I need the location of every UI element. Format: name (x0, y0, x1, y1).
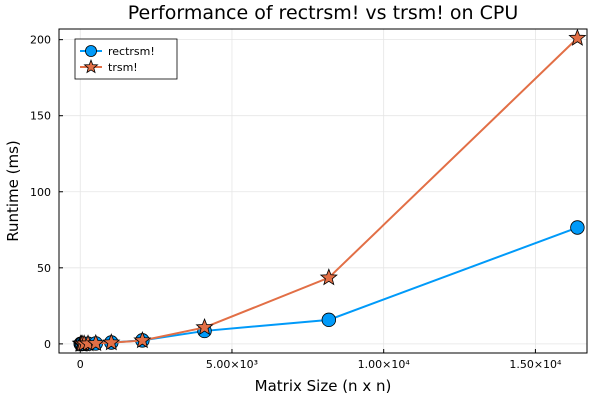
legend-swatch-marker (83, 59, 99, 74)
y-tick-label: 150 (30, 110, 51, 123)
data-point (568, 28, 587, 46)
tick-layer: 0 5.00×10³ 1.00×10⁴ 1.50×10⁴ 0 50 100 150 200 (30, 34, 562, 371)
plot-frame (58, 28, 588, 354)
y-tick-label: 50 (37, 262, 51, 275)
legend-swatch-marker (85, 45, 97, 57)
x-tick-label: 0 (77, 358, 84, 371)
y-axis-label: Runtime (ms) (4, 140, 22, 242)
x-tick-label: 1.50×10⁴ (509, 358, 562, 371)
data-point (319, 268, 338, 286)
legend: rectrsm! trsm! (74, 38, 178, 80)
series-line (80, 37, 579, 345)
y-tick-label: 100 (30, 186, 51, 199)
data-point (570, 220, 585, 235)
data-point (86, 333, 105, 352)
data-point (102, 333, 121, 351)
legend-label: trsm! (108, 61, 138, 74)
y-tick-label: 0 (44, 338, 51, 351)
series-rectrsm (73, 220, 585, 352)
x-axis-label: Matrix Size (n x n) (255, 377, 392, 395)
x-tick-label: 5.00×10³ (206, 358, 258, 371)
chart-title: Performance of rectrsm! vs trsm! on CPU (128, 2, 519, 24)
x-tick-label: 1.00×10⁴ (358, 358, 411, 371)
series-trsm (71, 28, 587, 352)
y-tick-label: 200 (30, 34, 51, 47)
data-point (133, 331, 152, 349)
legend-label: rectrsm! (108, 45, 155, 58)
series-layer (71, 28, 587, 352)
data-point (195, 317, 214, 336)
data-point (321, 312, 337, 328)
